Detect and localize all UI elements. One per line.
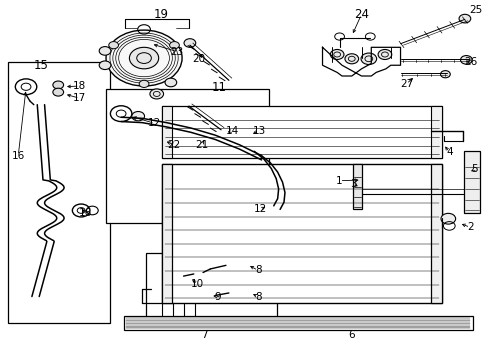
Circle shape (163, 121, 173, 128)
Circle shape (106, 30, 182, 86)
Text: 7: 7 (201, 330, 207, 340)
Text: 1: 1 (336, 176, 342, 186)
Bar (161, 106, 172, 158)
Circle shape (99, 61, 111, 69)
Circle shape (360, 53, 376, 64)
Circle shape (169, 41, 179, 49)
Circle shape (377, 49, 391, 59)
Circle shape (344, 54, 358, 64)
Circle shape (330, 49, 343, 59)
Circle shape (108, 41, 118, 49)
Circle shape (53, 81, 63, 89)
Text: 21: 21 (195, 140, 208, 150)
Text: 12: 12 (253, 204, 266, 215)
Bar (105, 89, 268, 223)
Circle shape (171, 272, 188, 285)
Text: 11: 11 (211, 81, 226, 94)
Text: 20: 20 (192, 54, 205, 64)
Circle shape (139, 80, 149, 87)
Text: 14: 14 (225, 126, 239, 135)
Circle shape (53, 88, 63, 96)
Text: 16: 16 (79, 208, 92, 218)
Text: 22: 22 (167, 140, 181, 150)
Circle shape (214, 129, 227, 139)
Bar (161, 163, 441, 303)
Circle shape (174, 286, 185, 295)
Text: 19: 19 (154, 8, 169, 21)
Text: 17: 17 (73, 93, 86, 103)
Circle shape (440, 71, 449, 78)
Bar (352, 164, 361, 209)
Circle shape (440, 213, 455, 224)
Circle shape (150, 89, 163, 99)
Text: 2: 2 (466, 222, 472, 232)
Text: 23: 23 (170, 46, 183, 57)
Circle shape (99, 46, 111, 55)
Circle shape (458, 14, 470, 23)
Text: 18: 18 (73, 81, 86, 91)
Circle shape (164, 78, 176, 87)
Text: 8: 8 (254, 265, 261, 275)
Text: 8: 8 (254, 292, 261, 302)
Text: 27: 27 (399, 79, 412, 89)
Circle shape (132, 112, 144, 121)
Bar (161, 106, 441, 158)
Bar (124, 316, 472, 330)
Bar (8, 62, 110, 323)
Bar (430, 163, 441, 303)
Circle shape (183, 39, 195, 47)
Text: 15: 15 (33, 59, 48, 72)
Text: 13: 13 (252, 126, 265, 135)
Bar (430, 106, 441, 158)
Bar (463, 151, 479, 213)
Bar (161, 163, 172, 303)
Text: 9: 9 (214, 292, 221, 302)
Text: 3: 3 (349, 179, 356, 189)
Text: 24: 24 (353, 8, 368, 21)
Text: 16: 16 (12, 150, 25, 161)
Circle shape (460, 55, 471, 64)
Text: 5: 5 (470, 164, 477, 174)
Text: 12: 12 (148, 118, 161, 128)
Circle shape (232, 134, 246, 144)
Circle shape (184, 126, 194, 133)
Text: 10: 10 (191, 279, 204, 289)
Text: 25: 25 (468, 5, 482, 15)
Text: 26: 26 (464, 57, 477, 67)
Text: 4: 4 (445, 147, 452, 157)
Circle shape (129, 47, 158, 69)
Text: 6: 6 (348, 330, 354, 340)
Bar (146, 253, 276, 317)
